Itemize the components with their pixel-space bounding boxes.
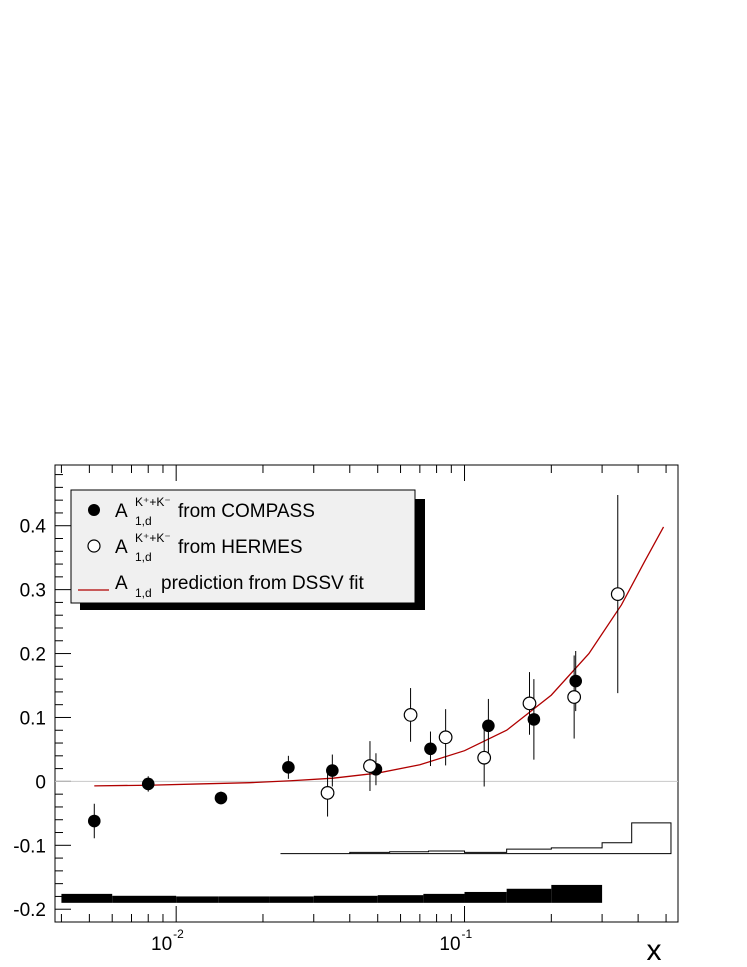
compass-systematic-bin bbox=[377, 895, 424, 903]
compass-systematic-bin bbox=[551, 884, 603, 903]
legend-symbol: A bbox=[115, 573, 128, 594]
compass-systematic-bin bbox=[61, 893, 113, 903]
x-tick-label: 10 bbox=[439, 934, 460, 955]
systematic-bands bbox=[61, 822, 672, 903]
y-tick-label: -0.1 bbox=[13, 836, 46, 857]
x-axis-title: x bbox=[647, 934, 662, 967]
compass-point bbox=[214, 791, 228, 805]
legend-marker-hermes bbox=[87, 539, 101, 553]
tick-labels: 0.40.30.20.10-0.1-0.210 -2 10 -1 bbox=[13, 517, 472, 955]
compass-systematic-bin bbox=[464, 891, 507, 903]
hermes-point bbox=[438, 730, 453, 745]
legend: A 1,d K⁺+K⁻ from COMPASS A 1,d K⁺+K⁻ from HERME… bbox=[70, 489, 425, 610]
x-tick-label-exponent: -2 bbox=[173, 927, 184, 941]
compass-systematic-bin bbox=[313, 895, 378, 903]
compass-systematic-bin bbox=[112, 895, 177, 903]
compass-point bbox=[569, 674, 583, 688]
y-tick-label: 0.2 bbox=[20, 645, 46, 666]
hermes-point bbox=[567, 690, 582, 704]
legend-superscript: K⁺+K⁻ bbox=[135, 495, 171, 509]
legend-subscript: 1,d bbox=[135, 514, 152, 528]
hermes-point bbox=[363, 759, 377, 773]
compass-point bbox=[141, 777, 155, 791]
compass-point bbox=[482, 719, 495, 733]
plot-frame bbox=[54, 464, 679, 923]
compass-systematic-bin bbox=[269, 896, 314, 903]
hermes-systematic-histogram bbox=[280, 822, 672, 855]
legend-superscript: K⁺+K⁻ bbox=[135, 531, 171, 545]
hermes-point bbox=[522, 696, 537, 711]
y-tick-label: 0.4 bbox=[20, 517, 47, 538]
legend-symbol: A bbox=[115, 537, 128, 558]
y-tick-label: 0.3 bbox=[20, 581, 46, 602]
x-tick-label-exponent: -1 bbox=[462, 927, 473, 941]
data-points bbox=[87, 495, 625, 839]
axis-ticks bbox=[55, 465, 667, 923]
compass-systematic-bin bbox=[506, 888, 552, 903]
legend-label: from COMPASS bbox=[178, 501, 315, 522]
compass-point bbox=[282, 761, 295, 774]
dssv-fit-curve bbox=[94, 526, 665, 787]
hermes-point bbox=[403, 708, 418, 722]
compass-point bbox=[326, 764, 339, 777]
compass-systematic-bin bbox=[423, 893, 465, 903]
legend-subscript: 1,d bbox=[135, 586, 152, 600]
y-tick-label: 0.1 bbox=[20, 708, 46, 729]
hermes-point bbox=[610, 587, 625, 602]
y-tick-label: -0.2 bbox=[13, 900, 46, 921]
legend-marker-compass bbox=[88, 504, 100, 516]
legend-subscript: 1,d bbox=[135, 550, 152, 564]
hermes-point bbox=[477, 750, 492, 765]
legend-box bbox=[70, 489, 416, 604]
legend-symbol: A bbox=[115, 501, 128, 522]
legend-label: from HERMES bbox=[178, 537, 303, 558]
compass-systematic-bin bbox=[176, 896, 219, 903]
legend-label: prediction from DSSV fit bbox=[161, 573, 364, 594]
compass-point bbox=[527, 713, 541, 726]
hermes-point bbox=[320, 785, 335, 800]
compass-point bbox=[424, 742, 437, 756]
fit-line bbox=[94, 526, 665, 787]
compass-systematic-bin bbox=[218, 896, 270, 903]
compass-point bbox=[87, 814, 101, 828]
x-tick-label: 10 bbox=[151, 934, 172, 955]
y-tick-label: 0 bbox=[35, 772, 46, 793]
